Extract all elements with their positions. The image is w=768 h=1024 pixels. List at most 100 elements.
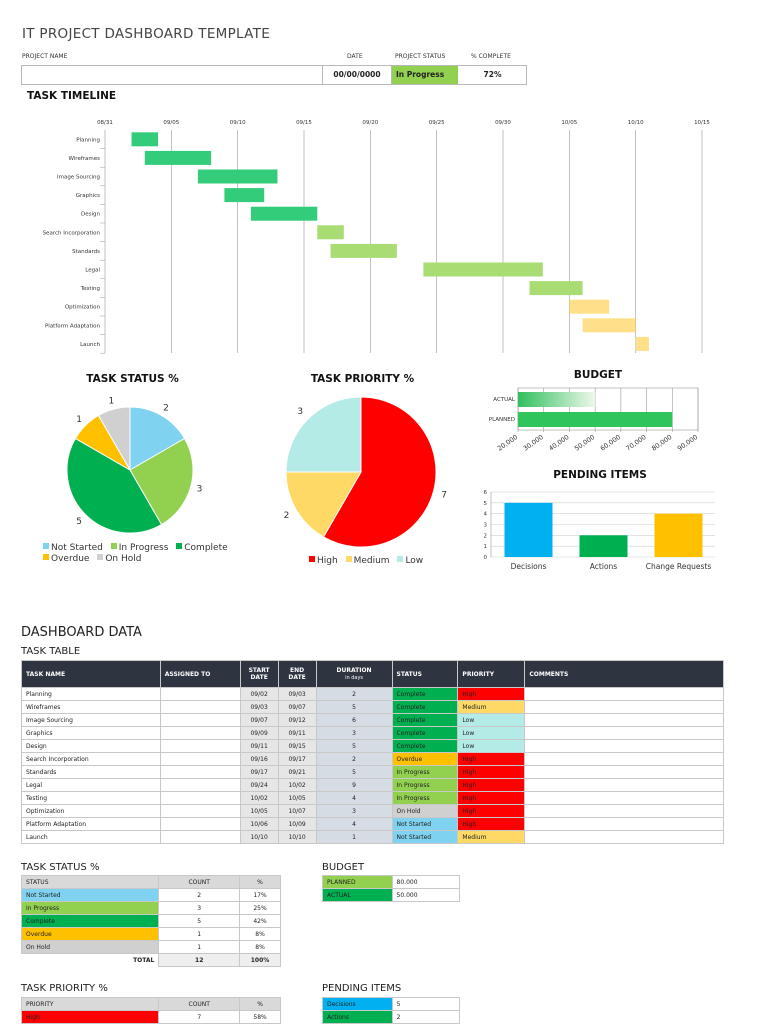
priority-cell: High [457,687,526,701]
duration-cell: 9 [315,778,393,792]
pending-table-title: PENDING ITEMS [322,983,402,994]
status-row-count: 3 [158,901,241,915]
status-cell: Complete [391,700,459,714]
task-name-cell: Optimization [21,804,161,818]
comments-cell[interactable] [524,804,724,818]
status-col-pct: % [239,875,281,889]
status-row-pct: 25% [239,901,281,915]
assigned-to-cell[interactable] [159,752,241,766]
duration-cell: 5 [315,739,393,753]
budget-planned-label: PLANNED [322,875,393,889]
comments-cell[interactable] [524,778,724,792]
pending-tick-label: 0 [484,555,488,561]
timeline-tick-label: 09/05 [163,120,179,126]
pending-tick-label: 5 [484,501,488,507]
col-end-date: END DATE [277,660,317,688]
table-row: Image Sourcing 09/07 09/12 6 Complete Low [21,713,724,727]
comments-cell[interactable] [524,817,724,831]
task-name-cell: Platform Adaptation [21,817,161,831]
start-date-cell: 09/16 [239,752,279,766]
status-row-pct: 42% [239,914,281,928]
pie-slice [129,437,194,526]
project-name-field[interactable] [22,66,323,84]
status-cell: Complete [391,739,459,753]
task-name-cell: Planning [21,687,161,701]
table-row: Planning 09/02 09/03 2 Complete High [21,687,724,701]
comments-cell[interactable] [524,765,724,779]
comments-cell[interactable] [524,687,724,701]
table-row: Legal 09/24 10/02 9 In Progress High [21,778,724,792]
task-name-cell: Standards [21,765,161,779]
pie-data-label: 2 [284,511,290,521]
duration-cell: 4 [315,817,393,831]
swatch-medium [345,556,352,562]
pending-table: Decisions 5 Actions 2 [322,997,461,1024]
col-assigned-to: ASSIGNED TO [159,660,241,688]
comments-cell[interactable] [524,726,724,740]
assigned-to-cell[interactable] [159,830,241,844]
comments-cell[interactable] [524,713,724,727]
status-cell: Complete [391,713,459,727]
timeline-task-label: Search Incorporation [43,230,101,236]
timeline-task-label: Image Sourcing [57,175,100,181]
pending-bar [504,502,553,557]
table-row: Not Started 2 17% [20,888,281,902]
timeline-title: TASK TIMELINE [27,90,117,102]
comments-cell[interactable] [524,830,724,844]
assigned-to-cell[interactable] [159,791,241,805]
table-row: In Progress 3 25% [20,901,281,915]
pie-data-label: 1 [108,396,114,406]
legend-complete: Complete [176,543,228,553]
priority-table-title: TASK PRIORITY % [21,983,108,994]
pending-decisions-value[interactable]: 5 [391,997,461,1011]
table-row: Complete 5 42% [20,914,281,928]
duration-cell: 6 [315,713,393,727]
status-total-pct: 100% [239,953,281,967]
budget-planned-value[interactable]: 80.000 [391,875,461,889]
comments-cell[interactable] [524,791,724,805]
legend-high: High [309,556,338,566]
date-field[interactable]: 00/00/0000 [323,66,392,84]
assigned-to-cell[interactable] [159,817,241,831]
table-row: Wireframes 09/03 09/07 5 Complete Medium [21,700,724,714]
status-cell: Complete [391,687,459,701]
table-row: Overdue 1 8% [20,927,281,941]
project-status-field[interactable]: In Progress [392,66,458,84]
pie-slice [66,437,163,534]
assigned-to-cell[interactable] [159,713,241,727]
assigned-to-cell[interactable] [159,700,241,714]
table-row: Launch 10/10 10/10 1 Not Started Medium [21,830,724,844]
status-cell: On Hold [391,804,459,818]
timeline-bar [317,225,344,240]
end-date-cell: 10/07 [277,804,317,818]
end-date-cell: 09/07 [277,700,317,714]
comments-cell[interactable] [524,739,724,753]
timeline-tick-label: 09/25 [429,120,445,126]
start-date-cell: 10/02 [239,791,279,805]
start-date-cell: 10/05 [239,804,279,818]
assigned-to-cell[interactable] [159,739,241,753]
pending-actions-value[interactable]: 2 [391,1010,461,1024]
assigned-to-cell[interactable] [159,804,241,818]
task-name-cell: Launch [21,830,161,844]
status-row-label: Overdue [20,927,160,941]
assigned-to-cell[interactable] [159,726,241,740]
budget-actual-value[interactable]: 50.000 [391,888,461,902]
status-cell: In Progress [391,778,459,792]
timeline-bar [582,318,636,333]
status-row-label: On Hold [20,940,160,954]
assigned-to-cell[interactable] [159,765,241,779]
assigned-to-cell[interactable] [159,778,241,792]
legend-overdue: Overdue [43,554,89,564]
table-row: High 7 58% [20,1010,281,1024]
comments-cell[interactable] [524,700,724,714]
swatch-not-started [43,543,49,549]
pie-slice [285,471,362,538]
priority-table: PRIORITY COUNT % High 7 58% [20,997,281,1024]
col-comments: COMMENTS [524,660,724,688]
comments-cell[interactable] [524,752,724,766]
percent-complete-field[interactable]: 72% [483,70,502,79]
assigned-to-cell[interactable] [159,687,241,701]
status-col-count: COUNT [158,875,241,889]
budget-chart-title: BUDGET [573,369,623,381]
